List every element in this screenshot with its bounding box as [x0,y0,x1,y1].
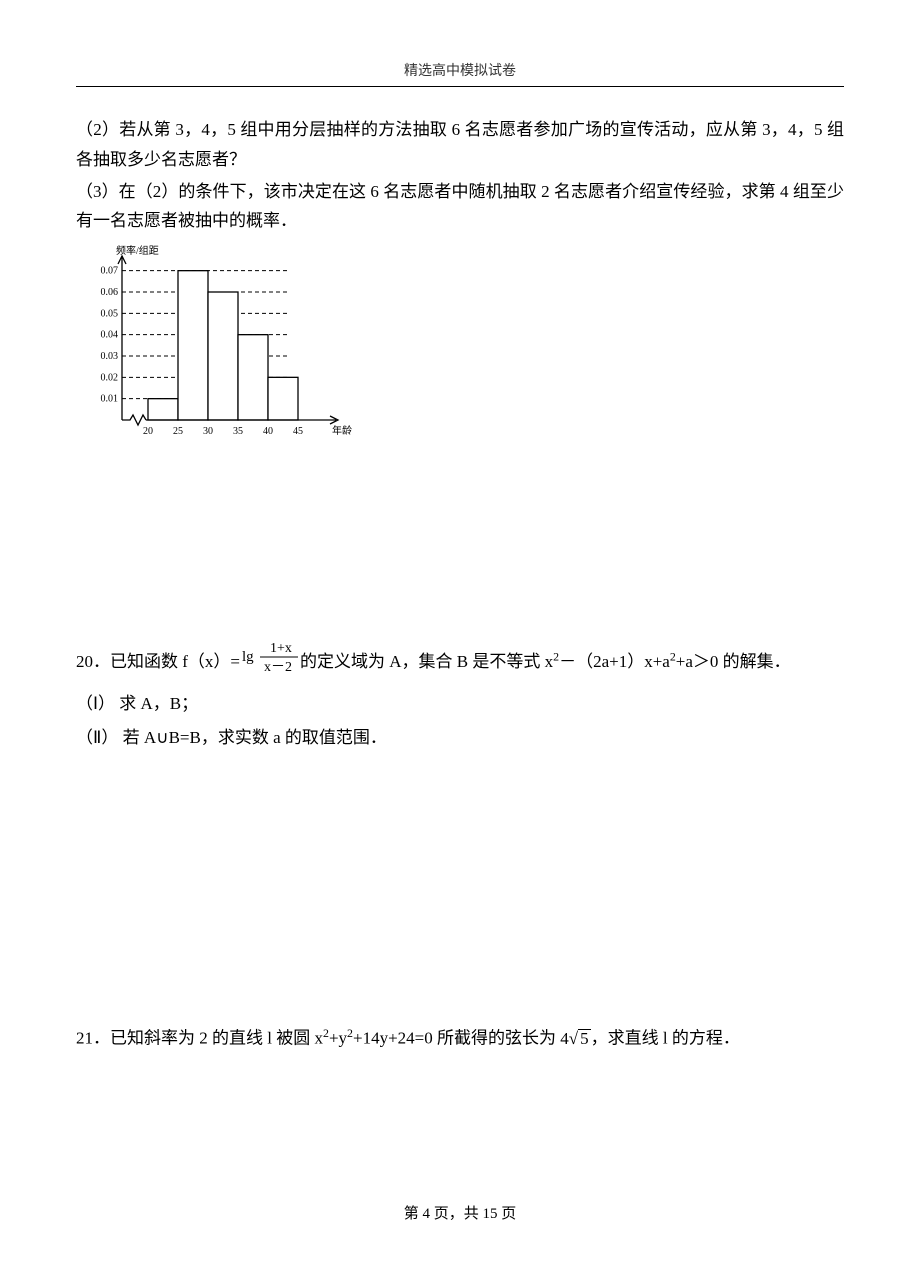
lg-text: lg [242,649,254,665]
radicand: 5 [578,1029,591,1047]
question-part-3: （3）在（2）的条件下，该市决定在这 6 名志愿者中随机抽取 2 名志愿者介绍宣… [76,177,844,237]
q20-line1: 20．已知函数 f（x）= lg 1+x x－2 的定义域为 A，集合 B 是不… [76,639,844,687]
page-footer: 第 4 页，共 15 页 [0,1202,920,1223]
q21-suffix: ，求直线 l 的方程． [591,1029,740,1048]
histogram-chart: 频率/组距 0.01 0.02 0.03 0.04 0.05 0.06 0.07 20 25 30 3… [76,240,844,455]
page-header: 精选高中模拟试卷 [76,60,844,86]
svg-text:35: 35 [233,426,243,437]
q21-prefix: 21．已知斜率为 2 的直线 l 被圆 x [76,1029,323,1048]
fraction-expr: lg 1+x x－2 [240,639,300,687]
svg-text:0.06: 0.06 [101,287,119,298]
q20-line2: （Ⅰ） 求 A，B； [76,687,844,721]
footer-total: 15 [483,1206,498,1222]
frac-numerator: 1+x [270,641,292,656]
svg-text:0.04: 0.04 [101,330,119,341]
q20-suffix: 的定义域为 A，集合 B 是不等式 x [300,652,553,671]
sqrt-expr: 4√5 [560,1029,590,1048]
sqrt-coef: 4 [560,1029,569,1048]
svg-text:20: 20 [143,426,153,437]
svg-text:0.07: 0.07 [101,266,119,277]
footer-suffix: 页 [498,1206,517,1222]
q20-prefix: 20．已知函数 f（x）= [76,652,240,671]
svg-text:45: 45 [293,426,303,437]
q21-mid1: +y [329,1029,347,1048]
question-20: 20．已知函数 f（x）= lg 1+x x－2 的定义域为 A，集合 B 是不… [76,639,844,755]
svg-text:25: 25 [173,426,183,437]
q20-tail: －（2a+1）x+a [559,652,670,671]
q20-line3: （Ⅱ） 若 A∪B=B，求实数 a 的取值范围． [76,721,844,755]
svg-text:0.01: 0.01 [101,394,119,405]
question-21: 21．已知斜率为 2 的直线 l 被圆 x2+y2+14y+24=0 所截得的弦… [76,1023,844,1053]
footer-prefix: 第 [404,1206,423,1222]
q20-tail2: +a＞0 的解集． [676,652,791,671]
radical-sign: √ [569,1024,578,1054]
frac-denominator: x－2 [264,660,292,675]
q21-mid2: +14y+24=0 所截得的弦长为 [353,1029,556,1048]
question-part-2: （2）若从第 3，4，5 组中用分层抽样的方法抽取 6 名志愿者参加广场的宣传活… [76,115,844,175]
footer-page: 4 [422,1206,430,1222]
svg-text:0.03: 0.03 [101,351,119,362]
svg-text:40: 40 [263,426,273,437]
header-rule [76,86,844,87]
svg-text:30: 30 [203,426,213,437]
svg-text:年龄: 年龄 [332,424,352,437]
footer-mid: 页，共 [430,1206,483,1222]
svg-text:0.02: 0.02 [101,372,119,383]
svg-text:0.05: 0.05 [101,308,119,319]
svg-text:频率/组距: 频率/组距 [116,244,159,257]
